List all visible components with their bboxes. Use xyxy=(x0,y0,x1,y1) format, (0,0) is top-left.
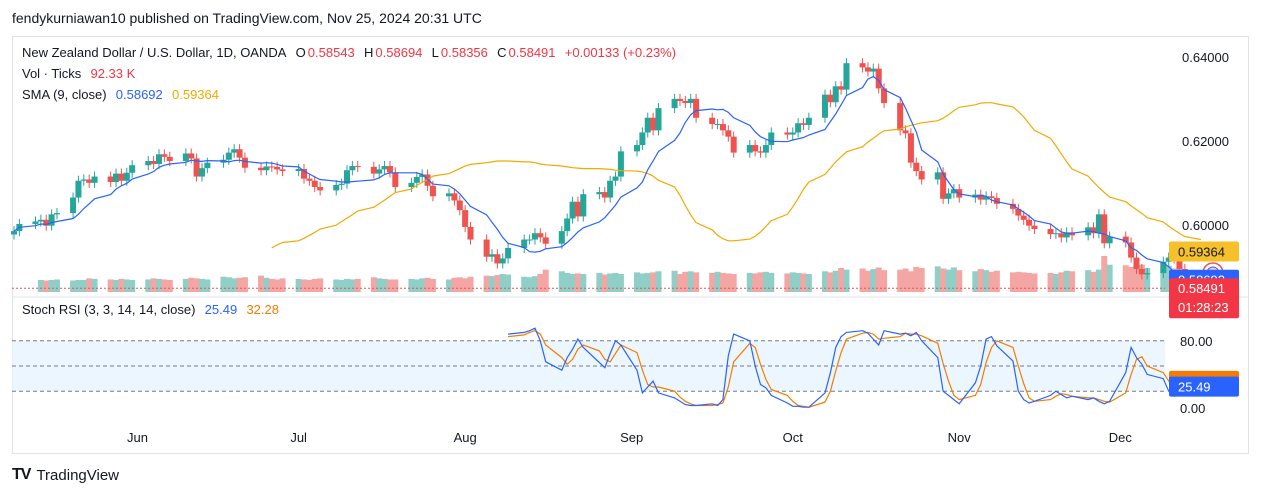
volume-label: Vol · Ticks xyxy=(22,66,82,81)
low-label: L xyxy=(431,45,439,60)
chart-frame xyxy=(12,36,1249,454)
sma-fast-value: 0.58692 xyxy=(115,87,163,102)
close-label: C xyxy=(497,45,507,60)
stoch-rsi-d-value: 32.28 xyxy=(246,302,279,317)
volume-legend[interactable]: Vol · Ticks 92.33 K xyxy=(22,66,137,81)
open-label: O xyxy=(295,45,306,60)
sma-label: SMA (9, close) xyxy=(22,87,107,102)
open-value: 0.58543 xyxy=(307,45,355,60)
stoch-rsi-label: Stoch RSI (3, 3, 14, 14, close) xyxy=(22,302,196,317)
stoch-rsi-k-value: 25.49 xyxy=(204,302,238,317)
stoch-rsi-legend[interactable]: Stoch RSI (3, 3, 14, 14, close) 25.49 32… xyxy=(22,302,281,317)
close-value: 0.58491 xyxy=(508,45,556,60)
volume-value: 92.33 K xyxy=(90,66,136,81)
high-value: 0.58694 xyxy=(375,45,423,60)
publisher-attribution: fendykurniawan10 published on TradingVie… xyxy=(12,10,482,26)
price-legend: New Zealand Dollar / U.S. Dollar, 1D, OA… xyxy=(22,45,678,60)
tradingview-brand: TradingView xyxy=(36,466,119,484)
high-label: H xyxy=(364,45,374,60)
tradingview-logo-icon: TV xyxy=(12,466,31,483)
sma-legend[interactable]: SMA (9, close) 0.58692 0.59364 xyxy=(22,87,221,102)
sma-slow-value: 0.59364 xyxy=(172,87,219,102)
symbol-title[interactable]: New Zealand Dollar / U.S. Dollar, 1D, OA… xyxy=(22,45,287,60)
footer-branding[interactable]: TV TradingView xyxy=(12,466,119,484)
change-value: +0.00133 (+0.23%) xyxy=(564,45,677,60)
low-value: 0.58356 xyxy=(440,45,488,60)
